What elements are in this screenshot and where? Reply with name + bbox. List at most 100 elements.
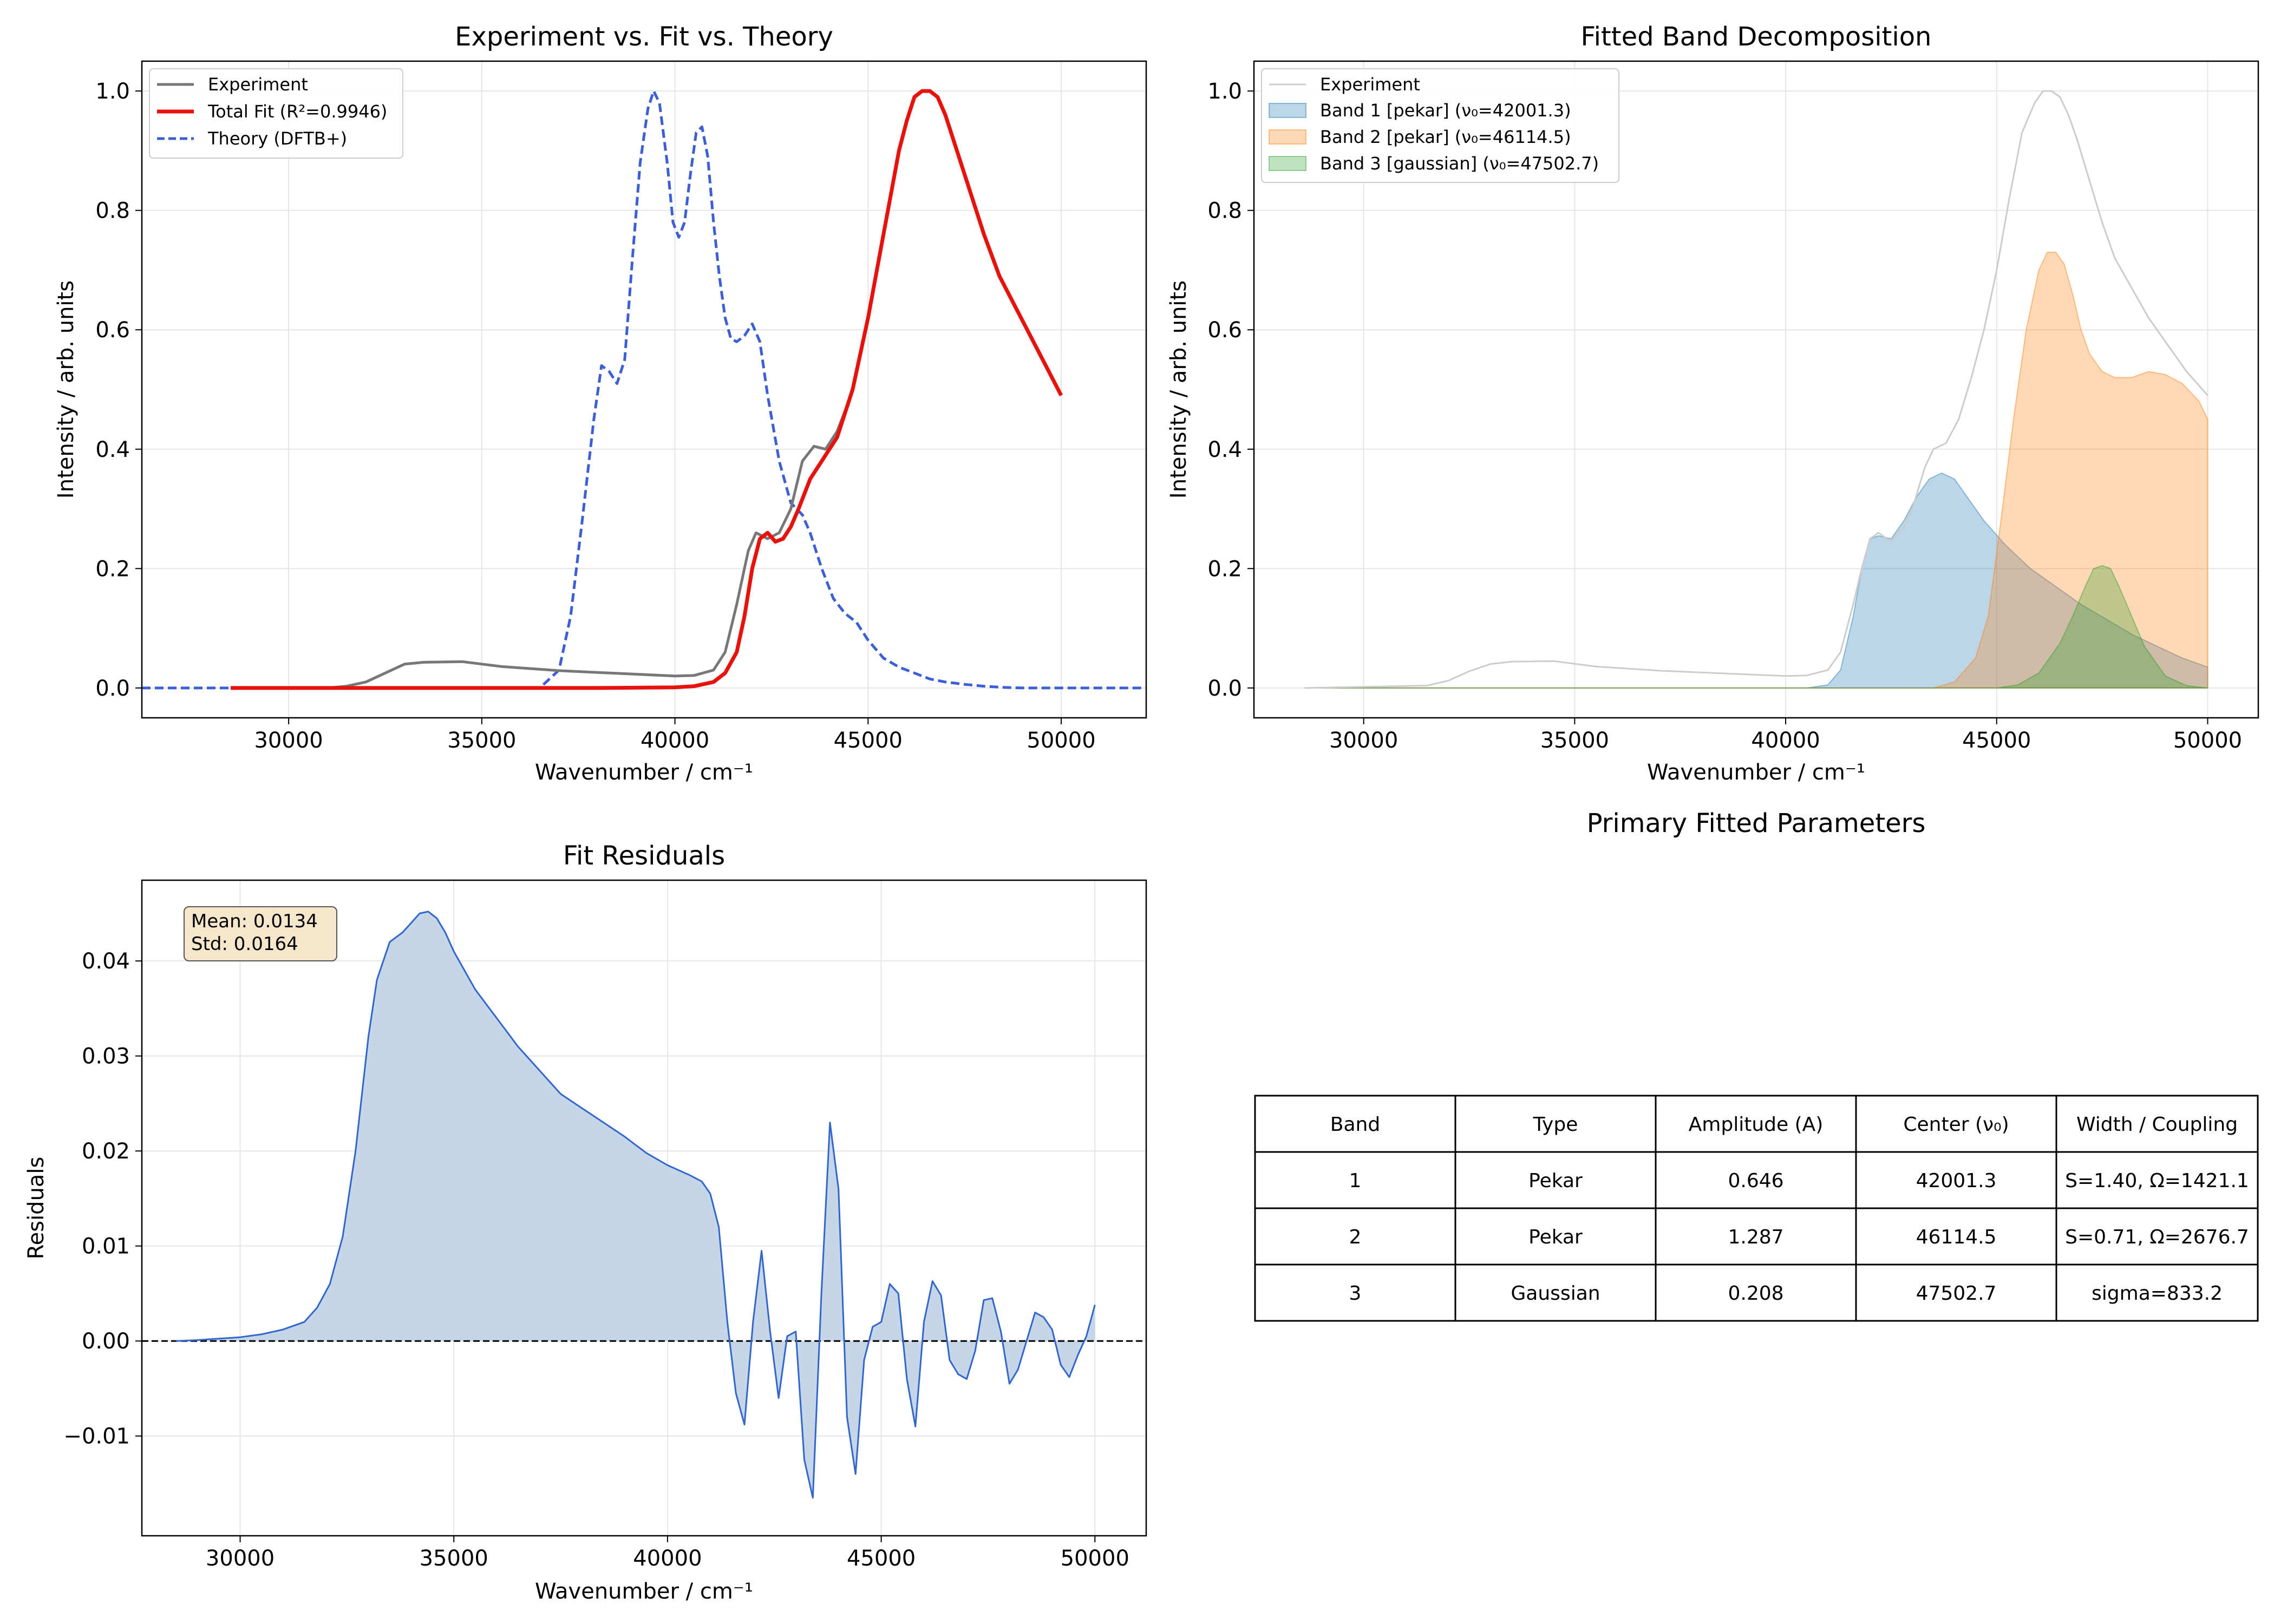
table-cell-text-row-1-amplitude-a: 0.646 xyxy=(1728,1170,1783,1192)
stats-box xyxy=(184,906,337,961)
table-cell-text-row-2-center: 46114.5 xyxy=(1916,1226,1997,1248)
panel-band-decomposition: 30000 35000 40000 45000 50000 0.0 0.2 0.4 0.6 0.8… xyxy=(1166,22,2259,785)
table-cell-text-header-type: Type xyxy=(1533,1114,1578,1136)
table-cell xyxy=(1655,1263,1857,1322)
series-layer xyxy=(142,89,1146,690)
legend-label-theory: Theory (DFTB+) xyxy=(207,128,347,149)
legend-label-band-2: Band 2 [pekar] (ν₀=46114.5) xyxy=(1320,127,1571,147)
legend-box xyxy=(1261,68,1619,183)
chart-title: Fit Residuals xyxy=(563,841,725,871)
panel-experiment-fit-theory: 30000 35000 40000 45000 50000 0.0 0.2 0.4 0.6 0.8… xyxy=(54,22,1147,785)
band-2-area xyxy=(1304,251,2208,689)
ticks: 30000 35000 40000 45000 50000 0.04 0.03 0.02 0.0… xyxy=(63,949,1129,1571)
plot-frame xyxy=(1253,60,2259,719)
x-tick-label: 45000 xyxy=(847,1546,916,1571)
ticks: 30000 35000 40000 45000 50000 0.0 0.2 0.4 0.6 0.8… xyxy=(95,79,1095,753)
legend-swatch-band-3 xyxy=(1269,156,1306,171)
y-tick-label: 1.0 xyxy=(1207,79,1242,104)
y-tick-label: 0.4 xyxy=(95,437,130,462)
table-cell xyxy=(1655,1151,1857,1209)
x-tick-label: 30000 xyxy=(1329,728,1398,753)
ticks: 30000 35000 40000 45000 50000 0.0 0.2 0.4 0.6 0.8… xyxy=(1207,79,2242,753)
table-cell-text-header-width-coupling: Width / Coupling xyxy=(2076,1114,2238,1136)
panel-parameters-table: Primary Fitted Parameters Band Type Amplit… xyxy=(1254,808,2259,1322)
experiment-line xyxy=(231,401,850,690)
y-tick-label: 1.0 xyxy=(95,79,130,104)
residual-line xyxy=(176,911,1096,1499)
y-tick-label: 0.8 xyxy=(1207,199,1242,224)
table-cell xyxy=(1855,1263,2057,1322)
x-tick-label: 30000 xyxy=(206,1546,275,1571)
table-cell xyxy=(1655,1095,1857,1153)
x-tick-label: 50000 xyxy=(1061,1546,1129,1571)
legend-swatch-band-1 xyxy=(1269,103,1306,118)
x-tick-label: 35000 xyxy=(420,1546,488,1571)
legend-label-total-fit: Total Fit (R²=0.9946) xyxy=(207,101,387,122)
x-tick-label: 40000 xyxy=(641,728,709,753)
stats-annotation: Mean: 0.0134 Std: 0.0164 xyxy=(184,906,337,961)
table-cell xyxy=(1254,1207,1456,1266)
table-cell-text-row-3-center: 47502.7 xyxy=(1916,1282,1997,1305)
y-tick-label: 0.8 xyxy=(95,199,130,224)
table-cell xyxy=(1454,1207,1657,1266)
x-tick-label: 45000 xyxy=(834,728,903,753)
x-tick-label: 50000 xyxy=(1027,728,1095,753)
legend-label-band-3: Band 3 [gaussian] (ν₀=47502.7) xyxy=(1320,153,1599,174)
y-tick-label: 0.2 xyxy=(1207,556,1242,581)
table-cell-text-row-2-band: 2 xyxy=(1349,1226,1362,1248)
chart-title: Fitted Band Decomposition xyxy=(1581,22,1932,52)
chart-title: Experiment vs. Fit vs. Theory xyxy=(455,22,833,52)
table-cell-text-row-2-amplitude-a: 1.287 xyxy=(1728,1226,1783,1248)
table-cell xyxy=(2055,1207,2259,1266)
table-cell-text-row-3-width-coupling: sigma=833.2 xyxy=(2092,1282,2223,1305)
x-tick-label: 40000 xyxy=(633,1546,702,1571)
plot-frame xyxy=(141,60,1147,719)
grid xyxy=(142,61,1146,718)
y-tick-label: 0.04 xyxy=(82,949,130,974)
series-layer xyxy=(1304,90,2208,689)
panel-fit-residuals: 30000 35000 40000 45000 50000 0.04 0.03 0.02 0.0… xyxy=(24,841,1147,1604)
stats-std: Std: 0.0164 xyxy=(191,933,298,955)
table-cell-text-row-1-width-coupling: S=1.40, Ω=1421.1 xyxy=(2065,1170,2249,1192)
legend-label-experiment: Experiment xyxy=(1320,74,1420,95)
y-tick-label: 0.02 xyxy=(82,1139,130,1164)
experiment-line xyxy=(1304,90,2208,689)
table-title: Primary Fitted Parameters xyxy=(1587,808,1926,839)
y-tick-label: 0.0 xyxy=(95,676,130,701)
y-tick-label: 0.6 xyxy=(95,318,130,343)
theory-line xyxy=(142,89,1146,690)
table-cell-text-row-3-type: Gaussian xyxy=(1511,1282,1600,1305)
x-axis-label: Wavenumber / cm⁻¹ xyxy=(535,760,753,785)
stats-mean: Mean: 0.0134 xyxy=(191,911,318,932)
x-axis-label: Wavenumber / cm⁻¹ xyxy=(535,1579,753,1604)
x-tick-label: 35000 xyxy=(1540,728,1609,753)
legend: Experiment Total Fit (R²=0.9946) Theory … xyxy=(149,68,403,159)
x-tick-label: 30000 xyxy=(254,728,323,753)
grid xyxy=(1254,61,2258,718)
y-tick-label: 0.0 xyxy=(1207,676,1242,701)
y-tick-label: 0.4 xyxy=(1207,437,1242,462)
band-1-area xyxy=(1304,472,2208,689)
table-cell xyxy=(2055,1263,2259,1322)
table-cell xyxy=(2055,1095,2259,1153)
plot-frame xyxy=(141,879,1147,1537)
x-tick-label: 35000 xyxy=(447,728,516,753)
table-cell-text-row-3-band: 3 xyxy=(1349,1282,1362,1305)
total-fit-line xyxy=(231,89,1063,690)
series-layer xyxy=(142,911,1146,1499)
y-tick-label: −0.01 xyxy=(63,1424,130,1449)
legend-label-experiment: Experiment xyxy=(208,74,308,95)
y-tick-label: 0.6 xyxy=(1207,318,1242,343)
x-tick-label: 40000 xyxy=(1751,728,1820,753)
legend: Experiment Band 1 [pekar] (ν₀=42001.3) B… xyxy=(1261,68,1619,183)
residual-area xyxy=(176,911,1095,1498)
y-axis-label: Intensity / arb. units xyxy=(1166,280,1191,499)
x-axis-label: Wavenumber / cm⁻¹ xyxy=(1647,760,1865,785)
y-axis-label: Intensity / arb. units xyxy=(54,280,79,499)
legend-swatch-band-2 xyxy=(1269,129,1306,145)
y-tick-label: 0.00 xyxy=(82,1329,130,1354)
y-tick-label: 0.03 xyxy=(82,1044,130,1069)
y-tick-label: 0.01 xyxy=(82,1234,130,1259)
table-cell xyxy=(1454,1263,1657,1322)
